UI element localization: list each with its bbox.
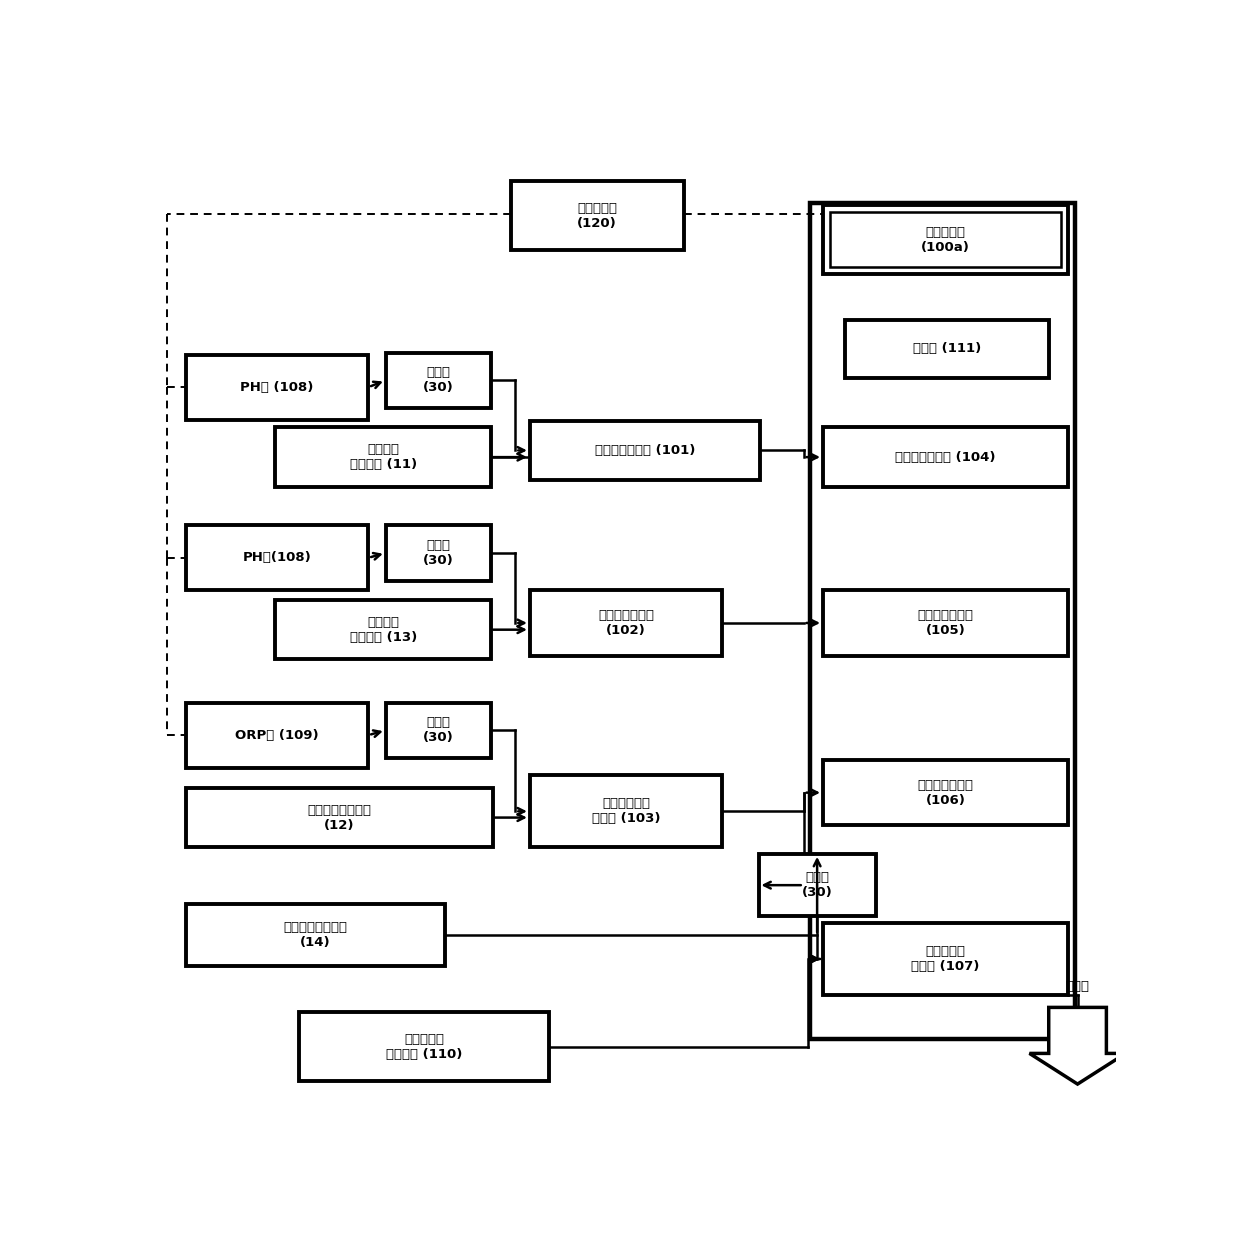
Text: 循环泵
(30): 循环泵 (30) [423, 716, 454, 745]
Text: 氧化还原清洗液罐
(12): 氧化还原清洗液罐 (12) [308, 803, 372, 832]
FancyBboxPatch shape [186, 525, 368, 590]
FancyBboxPatch shape [386, 702, 491, 758]
Text: 酸性恶臭吸收层 (104): 酸性恶臭吸收层 (104) [895, 451, 996, 463]
Polygon shape [1029, 1007, 1126, 1084]
Text: ORP计 (109): ORP计 (109) [236, 728, 319, 742]
Text: 把风扇
(30): 把风扇 (30) [802, 872, 832, 899]
FancyBboxPatch shape [186, 702, 368, 768]
FancyBboxPatch shape [844, 320, 1049, 377]
Text: 加成反应吸收液罐
(14): 加成反应吸收液罐 (14) [284, 921, 347, 949]
FancyBboxPatch shape [823, 923, 1068, 995]
FancyBboxPatch shape [823, 759, 1068, 825]
Text: 碱性恶臭吸收层
(105): 碱性恶臭吸收层 (105) [918, 609, 973, 637]
Text: 酸性处理
清洗液罐 (11): 酸性处理 清洗液罐 (11) [350, 443, 417, 471]
FancyBboxPatch shape [186, 788, 494, 848]
FancyBboxPatch shape [823, 205, 1068, 274]
FancyBboxPatch shape [186, 904, 445, 966]
FancyBboxPatch shape [529, 590, 722, 656]
Text: 循环泵
(30): 循环泵 (30) [423, 366, 454, 395]
FancyBboxPatch shape [811, 203, 1075, 1040]
Text: 排出口: 排出口 [1065, 980, 1090, 994]
Text: 芳香吸收液
喷雾装置 (110): 芳香吸收液 喷雾装置 (110) [386, 1032, 463, 1061]
FancyBboxPatch shape [830, 212, 1061, 268]
Text: 酸性溶剂反应槽 (101): 酸性溶剂反应槽 (101) [595, 444, 696, 457]
FancyBboxPatch shape [823, 427, 1068, 487]
FancyBboxPatch shape [529, 776, 722, 848]
Text: 碱性溶剂反应槽
(102): 碱性溶剂反应槽 (102) [598, 609, 653, 637]
FancyBboxPatch shape [823, 590, 1068, 656]
FancyBboxPatch shape [386, 525, 491, 580]
Text: 除臭扇 (111): 除臭扇 (111) [913, 342, 981, 355]
Text: 循环泵
(30): 循环泵 (30) [423, 539, 454, 566]
FancyBboxPatch shape [299, 1012, 549, 1081]
FancyBboxPatch shape [275, 427, 491, 487]
Text: 恶臭流入部
(100a): 恶臭流入部 (100a) [921, 225, 970, 254]
FancyBboxPatch shape [186, 355, 368, 420]
Text: 氧化还原溶剂
反应槽 (103): 氧化还原溶剂 反应槽 (103) [591, 797, 660, 825]
Text: PH计 (108): PH计 (108) [241, 381, 314, 393]
FancyBboxPatch shape [275, 600, 491, 660]
Text: 氧化还原处理层
(106): 氧化还原处理层 (106) [918, 778, 973, 807]
Text: 加成反应及
过滤层 (107): 加成反应及 过滤层 (107) [911, 945, 980, 974]
Text: PH计(108): PH计(108) [243, 552, 311, 564]
Text: 现场控制盘
(120): 现场控制盘 (120) [577, 202, 618, 229]
FancyBboxPatch shape [759, 854, 875, 916]
Text: 碱性处理
清洗液罐 (13): 碱性处理 清洗液罐 (13) [350, 616, 417, 644]
FancyBboxPatch shape [529, 421, 760, 481]
FancyBboxPatch shape [386, 352, 491, 408]
FancyBboxPatch shape [511, 181, 683, 250]
